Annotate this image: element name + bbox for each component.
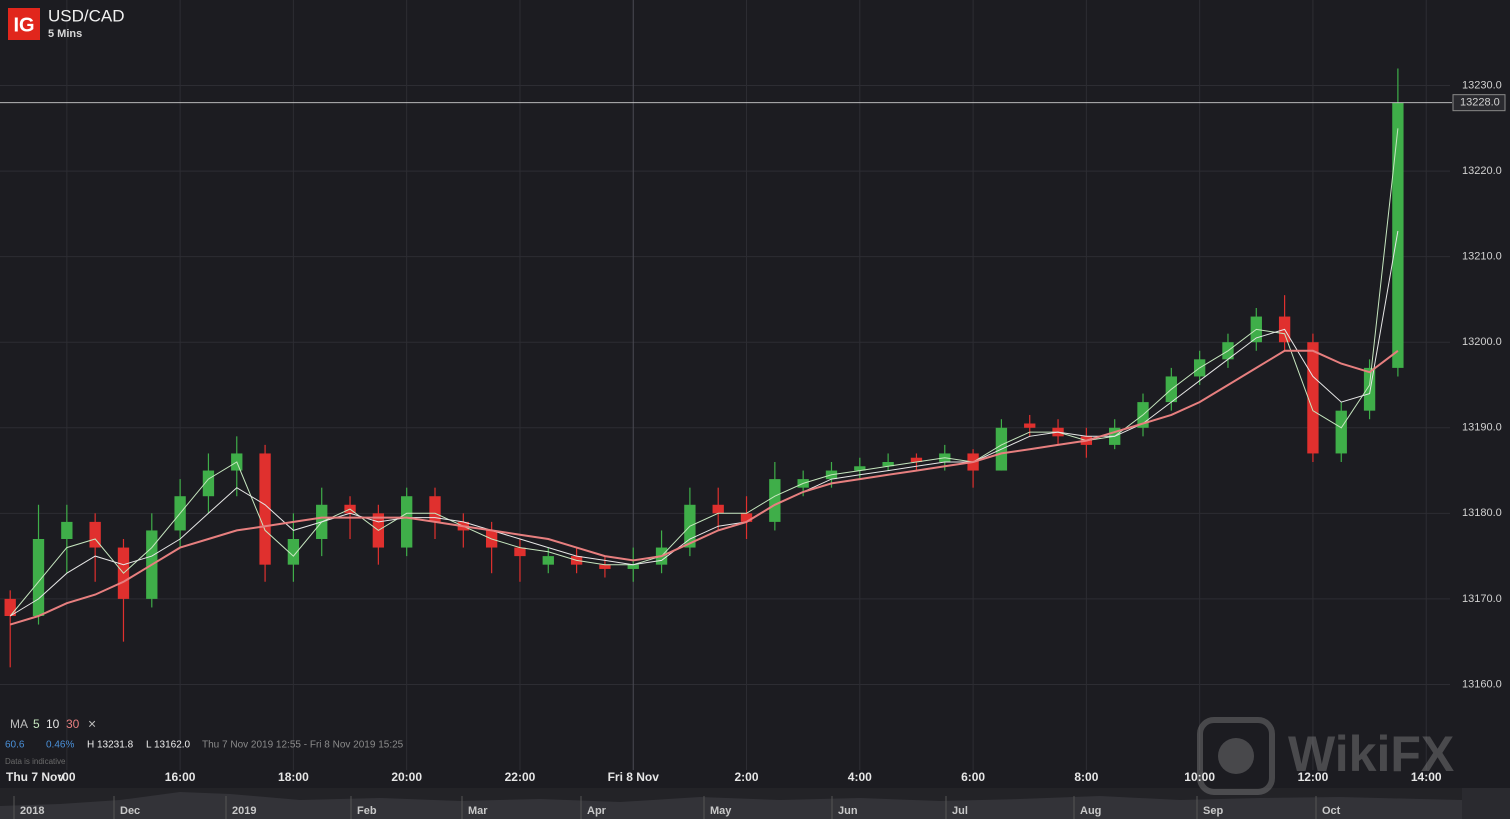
candle-body	[32, 539, 45, 616]
legend: 5 10 30	[33, 717, 80, 731]
ma-line	[9, 128, 1399, 617]
candle-body	[89, 521, 101, 548]
high: H 13231.8	[87, 740, 134, 751]
navigator-label: Apr	[587, 805, 607, 817]
navigator-label: Aug	[1080, 805, 1101, 817]
candle-body	[627, 564, 639, 569]
candle-body	[854, 466, 866, 471]
legend-entry: 30	[66, 717, 80, 731]
title: USD/CAD	[48, 6, 125, 25]
navigator-label: Jun	[838, 805, 858, 817]
candle-body	[514, 547, 526, 557]
candle-body	[1024, 423, 1036, 428]
logo: IG	[13, 14, 34, 36]
navigator-area	[0, 792, 1462, 819]
y-tick-label: 13190.0	[1462, 422, 1502, 434]
candle-body	[542, 556, 554, 565]
watermark-icon	[1197, 717, 1275, 795]
navigator-label: Sep	[1203, 805, 1223, 817]
y-tick-label: 13160.0	[1462, 678, 1502, 690]
navigator-labels: 2018 Dec 2019 Feb Mar Apr May Jun Jul Aug Sep Oct	[13, 796, 1341, 819]
x-tick-label: 14:00	[1411, 770, 1442, 784]
candle-body	[1307, 342, 1319, 454]
navigator-label: Mar	[468, 805, 488, 817]
x-tick-label: 6:00	[961, 770, 985, 784]
x-tick-label: 18:00	[278, 770, 309, 784]
navigator-label: Jul	[952, 805, 968, 817]
y-tick-label: 13230.0	[1462, 79, 1502, 91]
logo-box	[8, 8, 40, 40]
x-tick-label: Fri 8 Nov	[608, 770, 660, 784]
x-tick-label: 22:00	[505, 770, 536, 784]
watermark-icon-inner	[1218, 738, 1254, 774]
candle-body	[429, 496, 441, 522]
candle-body	[882, 462, 894, 467]
candle-body	[401, 496, 413, 548]
close-icon[interactable]: ×	[88, 716, 96, 732]
candle-body	[4, 598, 16, 616]
watermark: WikiFX	[1197, 717, 1454, 795]
range: Thu 7 Nov 2019 12:55 - Fri 8 Nov 2019 15…	[202, 740, 404, 751]
date-label: Thu 7 Nov	[6, 770, 64, 784]
candle-body	[599, 564, 611, 569]
candle-body	[769, 479, 781, 522]
change-pct: 0.46%	[46, 740, 74, 751]
legend-entry: 10	[46, 717, 60, 731]
x-tick-label: 8:00	[1074, 770, 1098, 784]
x-tick-label: :00	[58, 770, 76, 784]
y-tick-label: 13200.0	[1462, 336, 1502, 348]
candle-body	[740, 513, 753, 522]
x-tick-label: 12:00	[1298, 770, 1329, 784]
y-tick-label: 13210.0	[1462, 251, 1502, 263]
candle-body	[1335, 410, 1347, 454]
y-tick-label: 13180.0	[1462, 507, 1502, 519]
ma-label: MA	[10, 717, 28, 731]
subtitle: 5 Mins	[48, 28, 82, 40]
candle-body	[910, 457, 923, 462]
last-price-label: 13228.0	[1460, 97, 1500, 109]
watermark-text: WikiFX	[1288, 726, 1454, 782]
navigator-label: Dec	[120, 805, 140, 817]
y-tick-label: 13220.0	[1462, 165, 1502, 177]
legend-entry: 5	[33, 717, 40, 731]
grid	[0, 0, 1450, 770]
candle-body	[61, 521, 73, 539]
candle-body	[202, 470, 215, 497]
x-tick-label: 16:00	[165, 770, 196, 784]
marks	[0, 68, 1452, 668]
note: Data is indicative	[5, 757, 66, 766]
navigator-window[interactable]	[1462, 788, 1510, 819]
low: L 13162.0	[146, 740, 191, 751]
x-tick-label: 20:00	[391, 770, 422, 784]
candle-body	[1363, 367, 1376, 411]
x-tick-label: 2:00	[735, 770, 759, 784]
change: 60.6	[5, 740, 25, 751]
candle-body	[287, 539, 300, 565]
candle-body	[712, 504, 724, 514]
x-tick-label: 4:00	[848, 770, 872, 784]
x-tick-label: 10:00	[1184, 770, 1215, 784]
candle-body	[259, 453, 271, 565]
y-tick-label: 13170.0	[1462, 593, 1502, 605]
navigator-label: 2019	[232, 805, 256, 817]
ma-line	[9, 230, 1399, 617]
navigator-label: Feb	[357, 805, 377, 817]
last-price-box	[1452, 94, 1506, 112]
navigator-label: 2018	[20, 805, 44, 817]
candle-body	[1392, 102, 1404, 368]
navigator-label: May	[710, 805, 732, 817]
ma-line	[9, 349, 1399, 626]
navigator-label: Oct	[1322, 805, 1341, 817]
